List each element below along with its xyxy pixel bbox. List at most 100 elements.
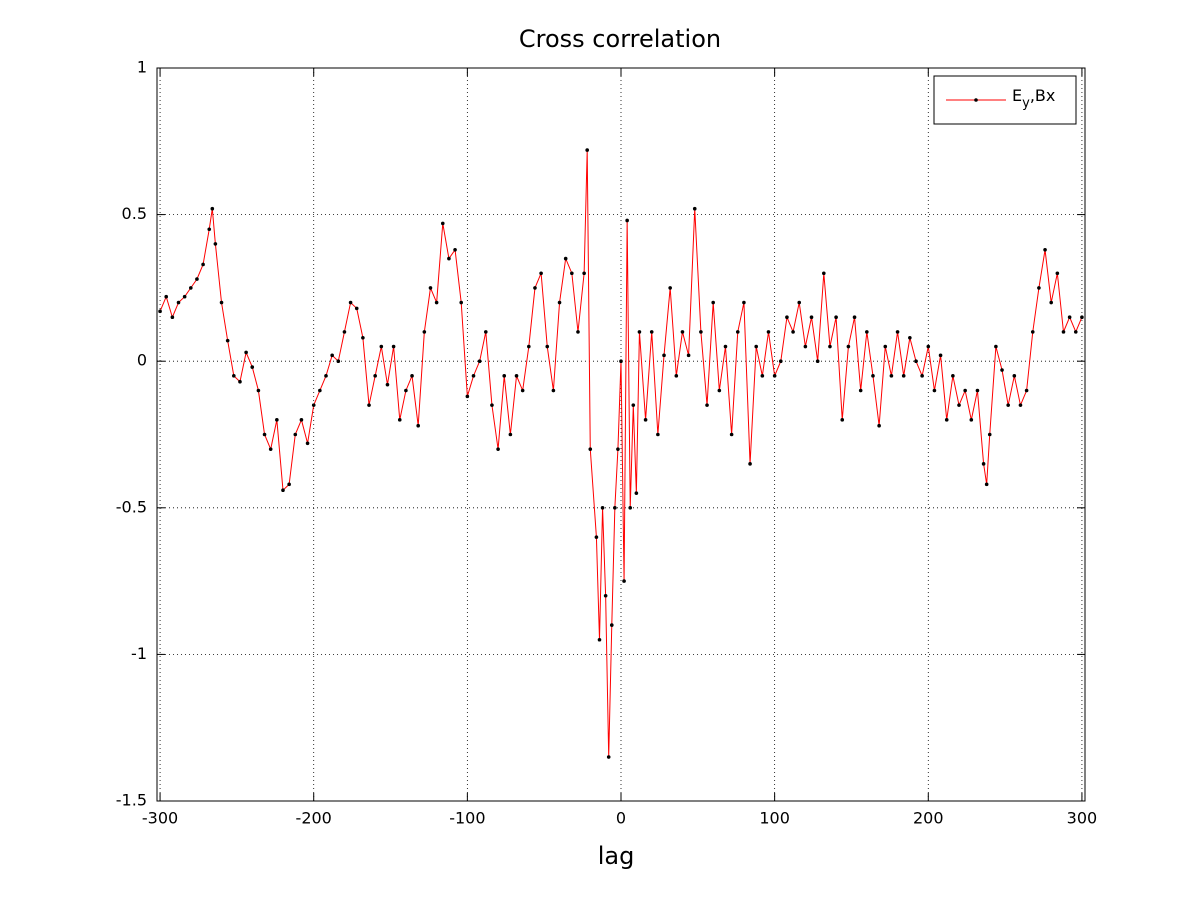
data-point [920, 374, 924, 378]
data-point [951, 374, 955, 378]
data-point [748, 462, 752, 466]
data-point [969, 418, 974, 422]
data-point [453, 247, 457, 252]
data-point [232, 374, 236, 378]
data-point [791, 330, 795, 334]
data-point [944, 418, 949, 422]
data-point [619, 359, 623, 364]
data-point [662, 353, 666, 358]
data-point [483, 330, 488, 334]
data-point [324, 374, 328, 378]
data-point [545, 344, 550, 349]
data-point [643, 418, 648, 422]
data-point [680, 330, 685, 334]
data-point [582, 271, 586, 276]
data-point [717, 388, 722, 393]
data-point [533, 286, 537, 290]
chart-title: Cross correlation [519, 25, 721, 53]
x-axis-label: lag [598, 842, 635, 870]
data-point [250, 365, 255, 369]
x-tick-label: 200 [913, 809, 944, 828]
data-point [225, 338, 230, 343]
data-point [514, 374, 519, 378]
data-point [477, 359, 482, 364]
data-point [219, 300, 224, 305]
data-point [213, 242, 218, 246]
data-point [938, 353, 943, 358]
data-point [766, 330, 771, 334]
data-point [201, 262, 205, 267]
data-point [840, 418, 845, 422]
plot-frame [156, 67, 1086, 802]
data-point [189, 286, 193, 290]
data-point [914, 359, 918, 364]
data-point [877, 423, 881, 428]
legend-marker [974, 98, 978, 102]
data-point [785, 315, 789, 320]
data-point [404, 388, 408, 393]
data-point [803, 344, 808, 349]
data-point [609, 623, 614, 627]
data-point [699, 330, 703, 334]
data-point [1012, 374, 1017, 378]
data-point [520, 388, 525, 393]
data-point [459, 300, 464, 305]
data-point [926, 344, 931, 349]
data-point [628, 506, 633, 510]
data-point [742, 300, 746, 305]
x-tick-label: -200 [296, 809, 332, 828]
data-point [397, 418, 402, 422]
data-point [772, 374, 777, 378]
data-point [1024, 388, 1029, 393]
data-point [336, 359, 341, 364]
data-point [809, 315, 814, 320]
data-point [281, 488, 285, 493]
data-point [342, 330, 347, 334]
data-point [634, 491, 639, 495]
data-point [1067, 315, 1072, 320]
data-point [447, 256, 451, 261]
data-point [957, 403, 961, 407]
data-point [410, 374, 414, 378]
data-point [428, 286, 433, 290]
data-point [729, 432, 734, 437]
data-point [723, 344, 728, 349]
data-point [895, 330, 900, 334]
data-point [908, 335, 912, 340]
data-point [465, 394, 470, 399]
data-point [656, 432, 660, 437]
data-point [631, 403, 636, 407]
data-point [994, 344, 998, 349]
legend-label: Ey,Bx [1012, 86, 1055, 111]
data-point [1049, 300, 1053, 305]
data-point [987, 432, 992, 437]
data-point [613, 506, 617, 510]
data-point [981, 462, 986, 466]
data-point [207, 227, 212, 232]
data-point [1006, 403, 1010, 407]
data-point [686, 353, 691, 358]
data-point [256, 388, 261, 393]
data-point [932, 388, 937, 393]
data-point [570, 271, 574, 276]
data-point [502, 374, 507, 378]
data-point [822, 271, 826, 276]
data-point [508, 432, 513, 437]
data-point [299, 418, 304, 422]
data-point [901, 374, 906, 378]
data-point [354, 306, 359, 311]
data-point [1030, 330, 1035, 334]
data-point [637, 330, 642, 334]
data-point [373, 374, 377, 378]
data-point [828, 344, 832, 349]
data-point [778, 359, 783, 364]
data-point [422, 330, 427, 334]
x-tick-label: 0 [616, 809, 626, 828]
data-point [674, 374, 679, 378]
data-point [1018, 403, 1023, 407]
data-point [367, 403, 371, 407]
data-point [600, 506, 605, 510]
data-point [170, 315, 175, 320]
data-point [984, 482, 989, 487]
